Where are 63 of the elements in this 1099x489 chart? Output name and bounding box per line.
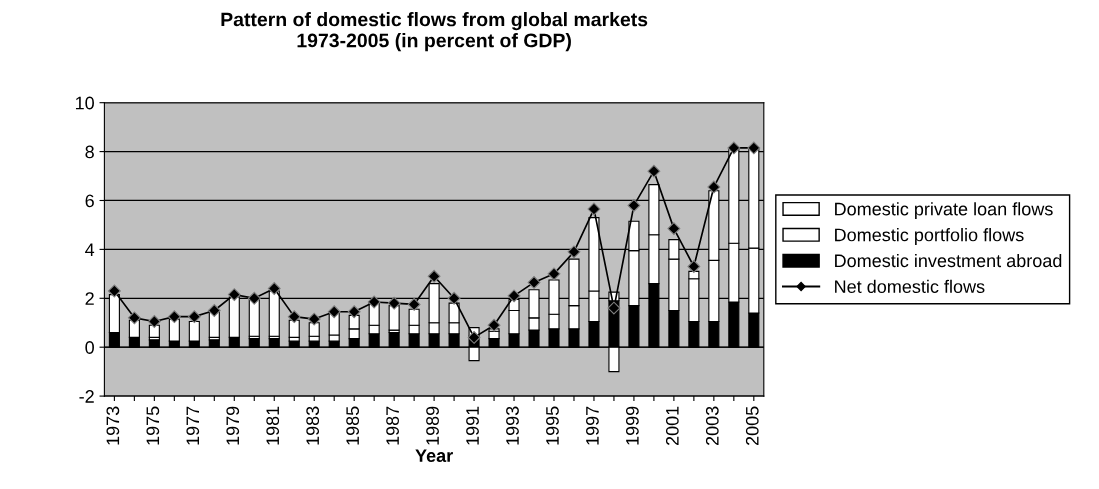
y-tick-label: 6 (85, 194, 94, 208)
point (327, 305, 341, 319)
x-tick-label: 1989 (426, 406, 439, 445)
point (487, 318, 501, 332)
point (427, 269, 441, 283)
point (587, 202, 601, 216)
legend-label: Domestic investment abroad (835, 253, 1062, 268)
point (367, 295, 381, 309)
chart-title: Pattern of domestic flows from global markets 1973-2005 (in percent of GDP) (221, 12, 648, 52)
x-tick-label: 1987 (386, 406, 399, 445)
x-tick-label: 1977 (186, 406, 200, 445)
point (707, 180, 721, 194)
x-tick-label: 2001 (665, 406, 679, 446)
point (287, 310, 301, 324)
point (387, 296, 401, 310)
point (447, 291, 461, 305)
point (547, 267, 561, 281)
point (507, 289, 521, 303)
point (307, 312, 321, 326)
point (347, 305, 361, 319)
legend-label: Domestic portfolio flows (835, 228, 1024, 245)
y-tick-label: 8 (85, 145, 94, 159)
x-tick-label: 1993 (506, 406, 519, 445)
x-axis-title: Year (415, 449, 453, 463)
point (127, 311, 141, 325)
point (527, 275, 541, 289)
point (567, 245, 581, 259)
y-tick-label: 4 (85, 243, 95, 256)
point (267, 282, 281, 295)
legend-label: Domestic private loan flows (835, 202, 1053, 220)
x-tick-label: 1997 (586, 406, 599, 445)
legend-label: Net domestic flows (835, 279, 985, 294)
point (687, 260, 701, 273)
x-tick-label: 1975 (146, 406, 160, 445)
point (167, 310, 181, 324)
point (647, 164, 661, 178)
x-tick-label: 1983 (306, 406, 320, 445)
point (627, 198, 641, 212)
point (207, 304, 221, 317)
point (227, 288, 241, 302)
x-tick-label: 1999 (625, 406, 639, 445)
y-tick-label: 2 (85, 292, 94, 305)
x-tick-label: 1979 (226, 406, 240, 445)
point (667, 222, 681, 236)
point (147, 315, 161, 328)
y-tick-label: -2 (79, 390, 94, 403)
point (727, 141, 741, 155)
y-tick-label: 10 (75, 96, 94, 110)
point (107, 284, 121, 298)
x-tick-label: 1985 (346, 406, 360, 445)
x-tick-label: 1981 (266, 406, 280, 445)
x-tick-label: 1991 (466, 406, 479, 445)
y-tick-label: 0 (85, 341, 94, 354)
x-tick-label: 2003 (705, 406, 719, 446)
point (247, 291, 261, 305)
point (467, 330, 481, 344)
point (747, 141, 761, 155)
x-tick-label: 1995 (546, 406, 559, 445)
point (407, 297, 421, 311)
x-tick-label: 2005 (745, 406, 759, 446)
point (607, 301, 621, 315)
x-tick-label: 1973 (106, 406, 120, 445)
point (187, 310, 201, 324)
